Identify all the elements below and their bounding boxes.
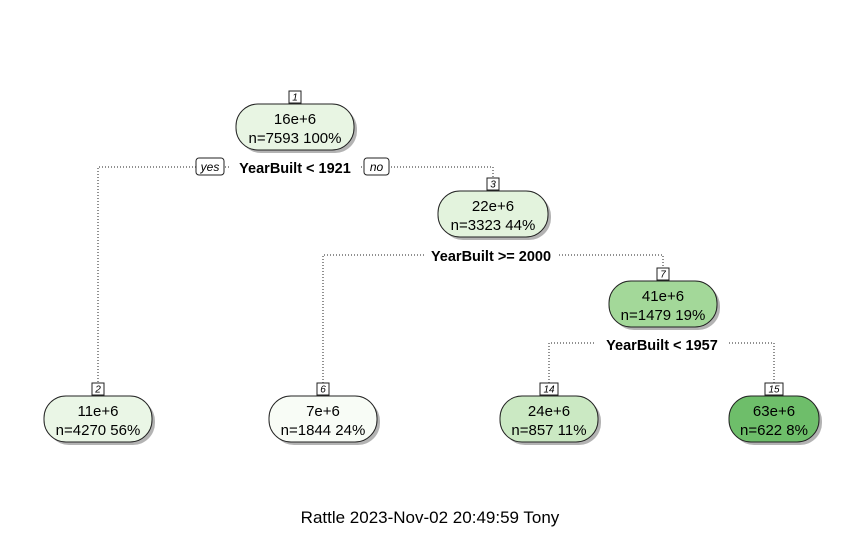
tree-node-7: 7 41e+6 n=1479 19% <box>608 267 720 330</box>
node-value: 63e+6 <box>753 403 795 420</box>
no-label: no <box>370 160 384 174</box>
node-id: 15 <box>768 385 780 396</box>
node-value: 11e+6 <box>77 403 118 420</box>
node-value: 24e+6 <box>528 403 570 420</box>
node-box <box>43 395 153 443</box>
node-id: 6 <box>320 385 326 396</box>
node-box <box>499 395 599 443</box>
node-count: n=857 11% <box>511 422 586 439</box>
node-value: 22e+6 <box>472 198 514 215</box>
node-count: n=1844 24% <box>281 422 366 439</box>
split-label-backdrop <box>425 247 557 265</box>
node-count: n=622 8% <box>740 422 808 439</box>
split-label-node-7: YearBuilt < 1957 <box>606 338 718 354</box>
node-count: n=7593 100% <box>248 130 341 147</box>
node-id-box <box>288 90 302 104</box>
node-box <box>437 190 549 238</box>
node-count: n=4270 56% <box>56 422 141 439</box>
tree-node-14: 14 24e+6 n=857 11% <box>499 382 601 445</box>
node-id-box <box>656 267 670 281</box>
tree-edge-7-14 <box>548 342 663 383</box>
node-id: 14 <box>543 385 555 396</box>
node-id: 3 <box>490 180 496 191</box>
node-id: 1 <box>292 93 298 104</box>
yes-label-box <box>195 157 225 176</box>
node-id-box <box>486 177 500 191</box>
no-label-box <box>363 157 390 176</box>
node-value: 7e+6 <box>306 403 340 420</box>
tree-node-15: 15 63e+6 n=622 8% <box>728 382 822 445</box>
node-box <box>235 103 355 151</box>
node-id: 2 <box>94 385 101 396</box>
split-label-backdrop <box>229 159 361 177</box>
node-box <box>728 395 820 443</box>
split-label-node-1: YearBuilt < 1921 <box>239 161 351 177</box>
yes-no-labels: yes no <box>195 157 390 176</box>
node-id-box <box>316 382 330 396</box>
node-count: n=3323 44% <box>451 217 536 234</box>
caption: Rattle 2023-Nov-02 20:49:59 Tony <box>301 508 560 527</box>
yes-label: yes <box>200 160 220 174</box>
node-id-box <box>91 382 105 396</box>
node-id-box <box>539 382 559 396</box>
tree-edge-1-2 <box>97 166 295 383</box>
node-id-box <box>764 382 784 396</box>
node-box <box>608 280 718 328</box>
tree-nodes: 1 16e+6 n=7593 100% 3 22e+6 n=3323 44% 7 41e+6 n… <box>43 90 822 445</box>
node-value: 16e+6 <box>274 111 316 128</box>
tree-node-1: 1 16e+6 n=7593 100% <box>235 90 357 153</box>
split-labels: YearBuilt < 1921 YearBuilt >= 2000 YearBui… <box>229 159 728 354</box>
tree-node-6: 6 7e+6 n=1844 24% <box>268 382 380 445</box>
node-value: 41e+6 <box>642 288 684 305</box>
tree-node-2: 2 11e+6 n=4270 56% <box>43 382 155 445</box>
node-box <box>268 395 378 443</box>
tree-node-3: 3 22e+6 n=3323 44% <box>437 177 551 240</box>
node-count: n=1479 19% <box>621 307 706 324</box>
split-label-node-3: YearBuilt >= 2000 <box>431 249 551 265</box>
node-id: 7 <box>660 270 666 281</box>
split-label-backdrop <box>596 336 728 354</box>
tree-edge-3-6 <box>322 254 493 383</box>
